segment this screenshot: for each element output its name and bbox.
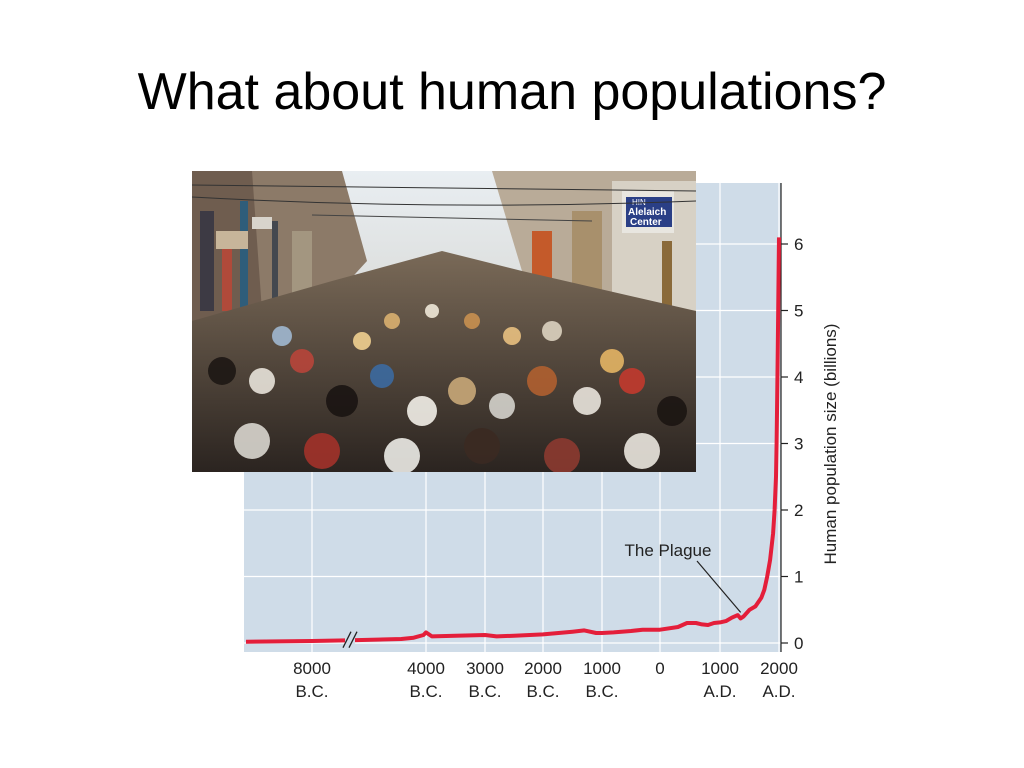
x-tick-era-label: B.C. — [526, 682, 559, 701]
y-tick-label: 6 — [794, 235, 803, 254]
axis-break-gap — [345, 631, 355, 648]
y-tick-label: 0 — [794, 634, 803, 653]
axis-break-slash — [342, 631, 352, 648]
plague-annotation-label: The Plague — [625, 541, 712, 560]
x-tick-era-label: A.D. — [762, 682, 795, 701]
x-tick-label: 4000 — [407, 659, 445, 678]
sign-text-3: Center — [630, 217, 662, 228]
x-tick-label: 2000 — [760, 659, 798, 678]
y-tick-label: 4 — [794, 368, 803, 387]
x-tick-era-label: B.C. — [468, 682, 501, 701]
y-axis-ticks: 0 1 2 3 4 5 6 — [781, 235, 803, 653]
sign-text-2: Alelaich — [628, 207, 666, 218]
x-tick-era-label: B.C. — [585, 682, 618, 701]
x-tick-era-label: A.D. — [703, 682, 736, 701]
y-axis-label: Human population size (billions) — [821, 324, 840, 565]
x-tick-label: 1000 — [583, 659, 621, 678]
x-tick-label: 8000 — [293, 659, 331, 678]
y-tick-label: 3 — [794, 435, 803, 454]
crowded-street-market-photo: HIN Alelaich Center — [192, 171, 696, 472]
plague-annotation-pointer — [696, 560, 742, 613]
x-tick-label: 3000 — [466, 659, 504, 678]
y-tick-label: 1 — [794, 568, 803, 587]
x-tick-label: 0 — [655, 659, 664, 678]
slide-title: What about human populations? — [137, 63, 887, 121]
axis-break-marker — [342, 631, 358, 648]
x-tick-era-label: B.C. — [295, 682, 328, 701]
y-tick-label: 5 — [794, 302, 803, 321]
x-tick-era-label: B.C. — [409, 682, 442, 701]
axis-break-slash — [348, 631, 358, 648]
x-axis-ticks: 8000 B.C. 4000 B.C. 3000 B.C. 2000 B.C. 1000 B.C.… — [293, 659, 798, 701]
x-tick-label: 1000 — [701, 659, 739, 678]
population-series-line — [245, 237, 781, 644]
y-tick-label: 2 — [794, 501, 803, 520]
x-tick-label: 2000 — [524, 659, 562, 678]
